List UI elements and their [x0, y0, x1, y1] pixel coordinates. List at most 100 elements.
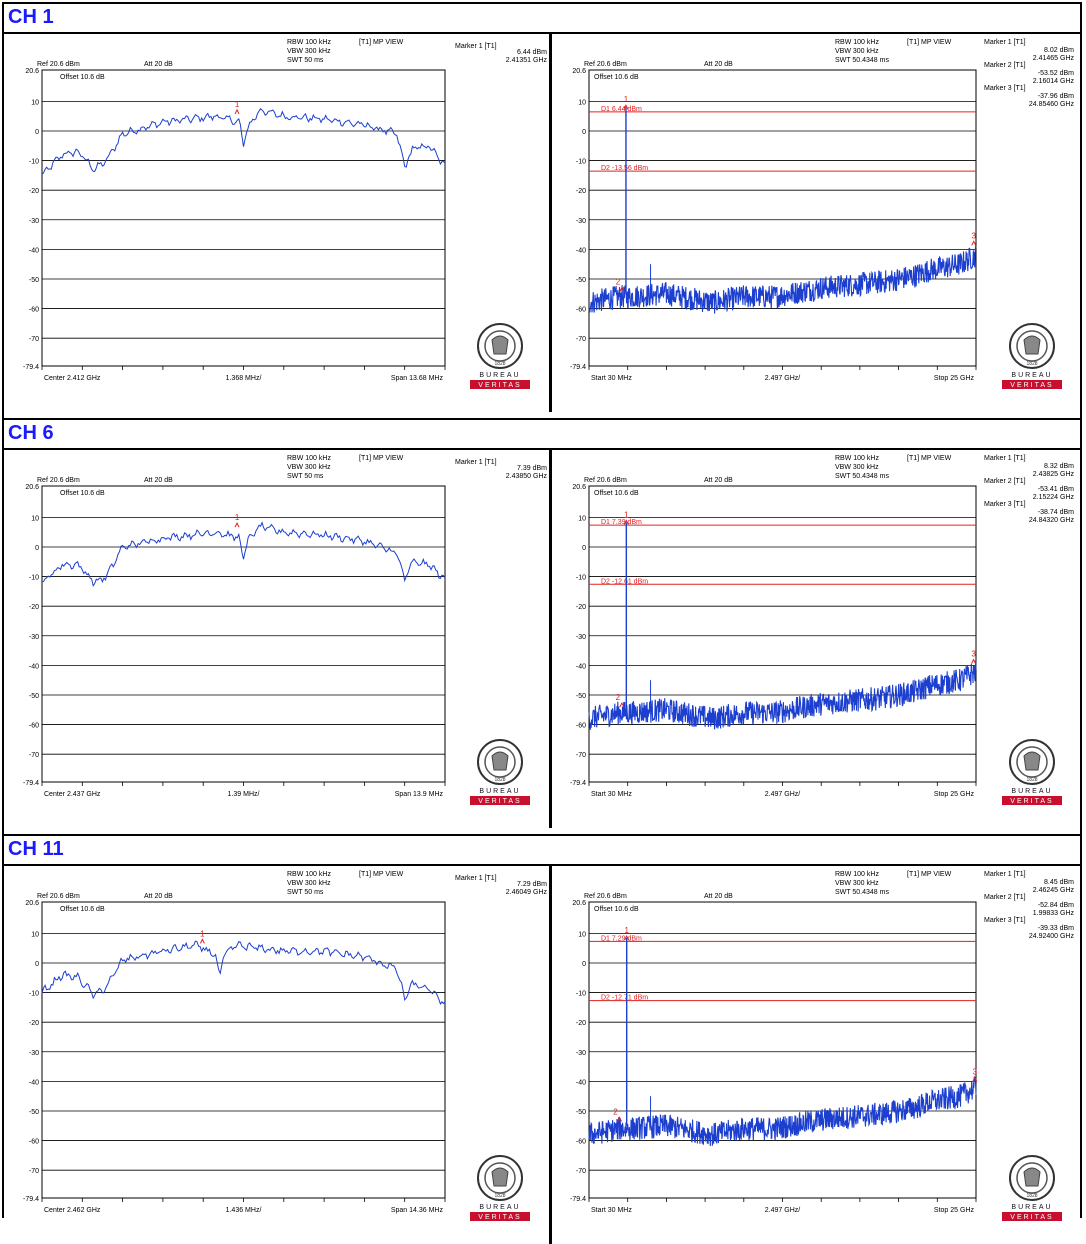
ref-level-label: Ref 20.6 dBm	[584, 477, 627, 484]
logo-veritas: VERITAS	[478, 382, 521, 389]
row-divider	[4, 834, 1080, 836]
rbw-label: RBW 100 kHz	[287, 455, 331, 462]
marker-title: Marker 1 [T1]	[984, 871, 1026, 878]
bureau-veritas-logo: 1828 BUREAU VERITAS	[1002, 1155, 1062, 1221]
marker-2-label: 2	[613, 1107, 618, 1116]
logo-bureau: BUREAU	[1011, 1204, 1052, 1211]
y-tick-label: -79.4	[570, 364, 586, 371]
y-tick-label: 0	[582, 545, 586, 552]
limit-line-label: D1 7.39 dBm	[601, 519, 642, 526]
y-tick-label: -10	[576, 575, 586, 582]
trace-line	[41, 521, 446, 588]
y-tick-label: -40	[576, 247, 586, 254]
marker-1-symbol	[234, 108, 240, 115]
swt-label: SWT 50 ms	[287, 57, 324, 64]
x-start-label: Center 2.412 GHz	[44, 375, 101, 382]
marker-freq: 2.43850 GHz	[506, 473, 548, 480]
marker-2-label: 2	[616, 277, 621, 286]
channel-title: CH 6	[8, 422, 54, 444]
y-tick-label: -50	[576, 1109, 586, 1116]
ref-level-label: Ref 20.6 dBm	[584, 61, 627, 68]
marker-1-label: 1	[624, 926, 629, 935]
spurious-panel: RBW 100 kHz VBW 300 kHz SWT 50.4348 ms [T1]…	[552, 34, 1080, 412]
y-tick-label: -30	[29, 218, 39, 225]
y-tick-label: -70	[29, 752, 39, 759]
logo-year: 1828	[1026, 1193, 1037, 1199]
marker-title: Marker 2 [T1]	[984, 62, 1026, 69]
marker-1-symbol	[623, 519, 629, 525]
y-tick-label: -40	[29, 663, 39, 670]
attenuation-label: Att 20 dB	[144, 893, 173, 900]
marker-level: -37.96 dBm	[1038, 93, 1074, 100]
y-tick-label: -20	[29, 1020, 39, 1027]
y-tick-label: -40	[29, 247, 39, 254]
offset-box	[590, 71, 646, 81]
y-tick-label: -20	[29, 604, 39, 611]
y-tick-label: 10	[578, 515, 586, 522]
bureau-veritas-logo: 1828 BUREAU VERITAS	[1002, 739, 1062, 805]
logo-year: 1828	[1026, 361, 1037, 367]
x-stop-label: Stop 25 GHz	[934, 375, 975, 382]
y-tick-label: -79.4	[570, 780, 586, 787]
offset-label: Offset 10.6 dB	[60, 490, 105, 497]
logo-veritas: VERITAS	[1010, 382, 1053, 389]
swt-label: SWT 50.4348 ms	[835, 473, 889, 480]
marker-freq: 24.92400 GHz	[1029, 933, 1075, 940]
y-tick-label: -70	[576, 752, 586, 759]
y-tick-label: -79.4	[23, 364, 39, 371]
marker-level: -39.33 dBm	[1038, 925, 1074, 932]
offset-box	[590, 487, 646, 497]
swt-label: SWT 50 ms	[287, 473, 324, 480]
y-tick-label: 10	[31, 515, 39, 522]
marker-title: Marker 3 [T1]	[984, 917, 1026, 924]
marker-freq: 2.43825 GHz	[1033, 471, 1075, 478]
ref-level-label: Ref 20.6 dBm	[37, 893, 80, 900]
plot-row: RBW 100 kHz VBW 300 kHz SWT 50 ms [T1] MP V…	[4, 34, 1080, 412]
logo-veritas: VERITAS	[1010, 1214, 1053, 1221]
y-tick-label: -30	[29, 634, 39, 641]
y-tick-label: 20.6	[572, 900, 586, 907]
trace-line	[588, 1076, 977, 1147]
limit-line-label: D2 -12.61 dBm	[601, 578, 648, 585]
marker-level: 8.02 dBm	[1044, 47, 1074, 54]
logo-bureau: BUREAU	[1011, 788, 1052, 795]
attenuation-label: Att 20 dB	[704, 61, 733, 68]
y-tick-label: -40	[576, 1079, 586, 1086]
y-tick-label: -30	[576, 1050, 586, 1057]
offset-label: Offset 10.6 dB	[60, 74, 105, 81]
channel-title: CH 1	[8, 6, 54, 28]
y-tick-label: 20.6	[25, 900, 39, 907]
marker-freq: 2.46049 GHz	[506, 889, 548, 896]
y-tick-label: -30	[29, 1050, 39, 1057]
logo-veritas: VERITAS	[478, 1214, 521, 1221]
y-tick-label: -60	[29, 307, 39, 314]
analyzer-plot: RBW 100 kHz VBW 300 kHz SWT 50.4348 ms [T1]…	[570, 455, 1075, 805]
logo-bureau: BUREAU	[479, 788, 520, 795]
offset-label: Offset 10.6 dB	[594, 490, 639, 497]
marker-1-label: 1	[200, 929, 205, 938]
marker-level: 8.45 dBm	[1044, 879, 1074, 886]
x-start-label: Center 2.462 GHz	[44, 1207, 101, 1214]
logo-veritas: VERITAS	[478, 798, 521, 805]
vbw-label: VBW 300 kHz	[835, 880, 879, 887]
y-tick-label: -30	[576, 634, 586, 641]
logo-bureau: BUREAU	[479, 372, 520, 379]
offset-box	[590, 903, 646, 913]
limit-line-label: D2 -12.71 dBm	[601, 995, 648, 1002]
marker-1-label: 1	[624, 510, 629, 519]
y-tick-label: -50	[29, 1109, 39, 1116]
logo-veritas: VERITAS	[1010, 798, 1053, 805]
x-start-label: Center 2.437 GHz	[44, 791, 101, 798]
ref-level-label: Ref 20.6 dBm	[584, 893, 627, 900]
x-stop-label: Span 13.68 MHz	[391, 375, 444, 382]
logo-year: 1828	[494, 1193, 505, 1199]
y-tick-label: -60	[576, 1139, 586, 1146]
trace-line	[588, 660, 977, 730]
view-label: [T1] MP VIEW	[907, 871, 952, 878]
plot-frame	[588, 69, 977, 367]
offset-label: Offset 10.6 dB	[594, 906, 639, 913]
marker-1-label: 1	[235, 513, 240, 522]
marker-1-label: 1	[624, 95, 629, 104]
occupied-band-panel: RBW 100 kHz VBW 300 kHz SWT 50 ms [T1] MP V…	[4, 866, 552, 1244]
